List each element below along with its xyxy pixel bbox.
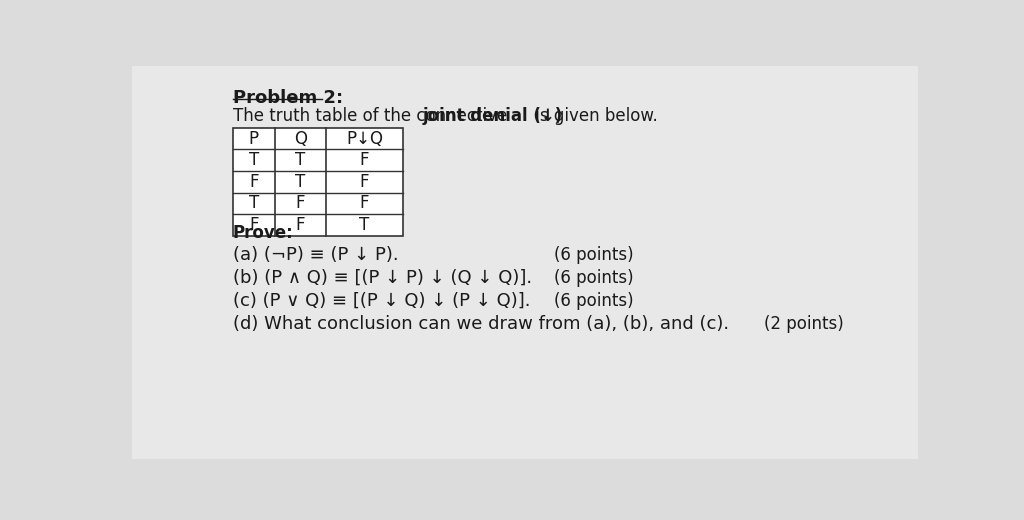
Text: (6 points): (6 points)	[554, 269, 634, 287]
Text: F: F	[359, 151, 369, 169]
Text: (6 points): (6 points)	[554, 245, 634, 264]
Text: Q: Q	[294, 129, 307, 148]
Text: joint denial (↓): joint denial (↓)	[423, 107, 563, 125]
Text: T: T	[249, 151, 259, 169]
Text: F: F	[296, 194, 305, 212]
Text: (2 points): (2 points)	[764, 315, 843, 333]
Text: T: T	[359, 216, 370, 234]
Text: T: T	[295, 151, 305, 169]
Bar	[232, 128, 403, 236]
Text: (a) (¬P) ≡ (P ↓ P).: (a) (¬P) ≡ (P ↓ P).	[232, 245, 398, 264]
Text: F: F	[359, 173, 369, 191]
Text: Prove:: Prove:	[232, 224, 293, 242]
Text: Problem 2:: Problem 2:	[232, 89, 343, 107]
Text: T: T	[249, 194, 259, 212]
Text: F: F	[296, 216, 305, 234]
Text: F: F	[249, 173, 259, 191]
Text: The truth table of the connective: The truth table of the connective	[232, 107, 512, 125]
Text: F: F	[249, 216, 259, 234]
Text: (c) (P ∨ Q) ≡ [(P ↓ Q) ↓ (P ↓ Q)].: (c) (P ∨ Q) ≡ [(P ↓ Q) ↓ (P ↓ Q)].	[232, 292, 530, 310]
Text: P↓Q: P↓Q	[346, 129, 383, 148]
Text: (d) What conclusion can we draw from (a), (b), and (c).: (d) What conclusion can we draw from (a)…	[232, 315, 729, 333]
Text: T: T	[295, 173, 305, 191]
Text: is given below.: is given below.	[530, 107, 658, 125]
Text: P: P	[249, 129, 259, 148]
Text: (b) (P ∧ Q) ≡ [(P ↓ P) ↓ (Q ↓ Q)].: (b) (P ∧ Q) ≡ [(P ↓ P) ↓ (Q ↓ Q)].	[232, 269, 531, 287]
Text: F: F	[359, 194, 369, 212]
Text: (6 points): (6 points)	[554, 292, 634, 310]
